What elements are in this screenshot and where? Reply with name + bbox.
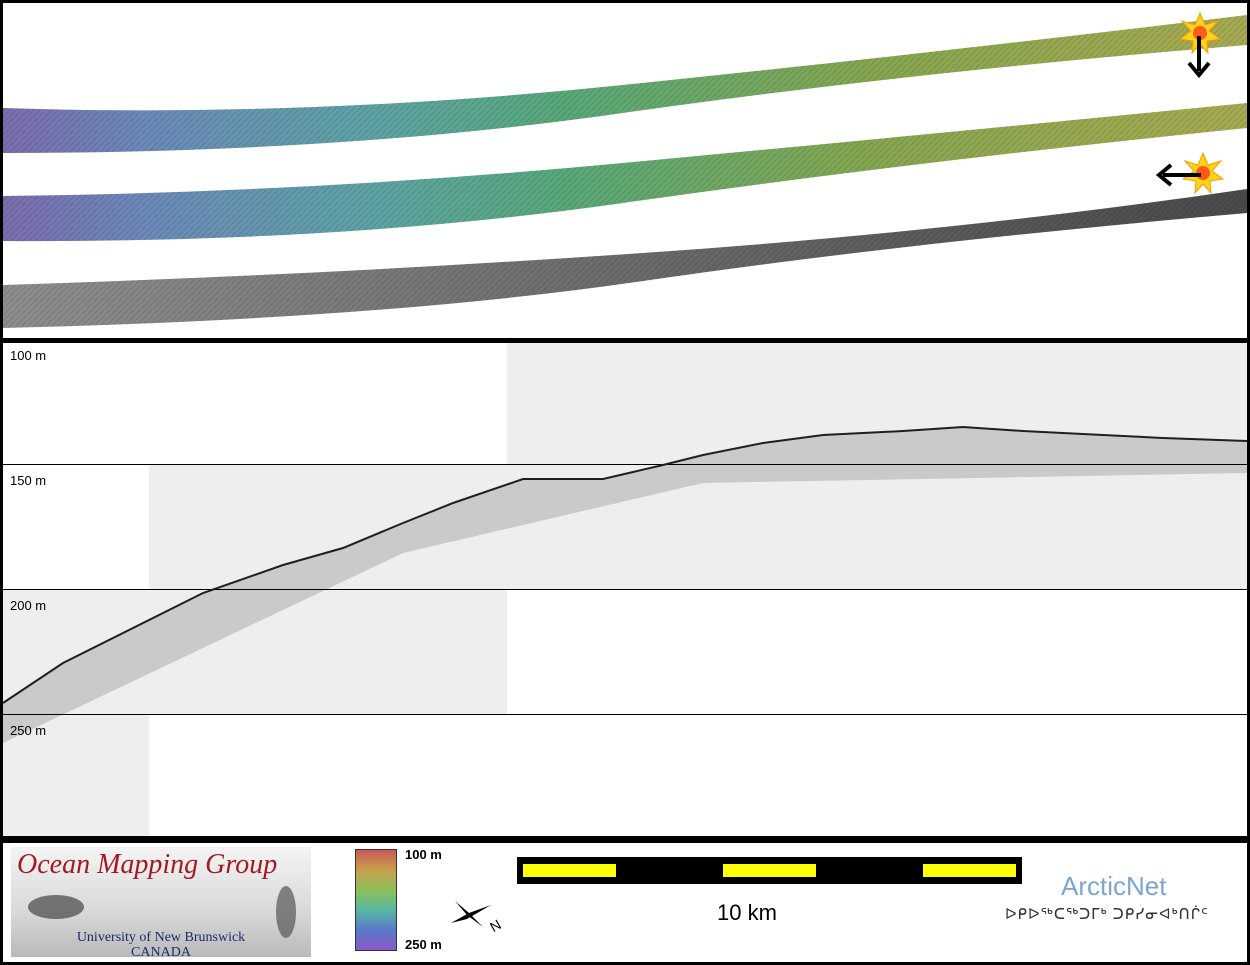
arrow-left-icon (1155, 163, 1201, 187)
depth-colorbar (355, 849, 397, 951)
scale-segment (923, 864, 1016, 877)
logo-subtitle: University of New Brunswick CANADA (11, 930, 311, 957)
backscatter-swath (3, 189, 1247, 328)
depth-label-150: 150 m (10, 473, 47, 488)
seafloor-trace (3, 425, 1247, 743)
north-arrow-icon: N (451, 901, 504, 935)
scale-bar (517, 857, 1022, 884)
colorbar-top-label: 100 m (405, 847, 442, 862)
colorbar-bottom-label: 250 m (405, 937, 442, 952)
subbottom-profile-panel: 100 m 150 m 200 m 250 m (3, 343, 1247, 836)
logo-country: CANADA (131, 945, 191, 957)
legend-panel: Ocean Mapping Group University of New Br… (3, 843, 1247, 962)
logo-university: University of New Brunswick (76, 930, 246, 945)
bathymetry-swath-1 (3, 15, 1247, 153)
profile-section-2 (149, 465, 1247, 590)
depth-gridline (3, 464, 1247, 465)
arrow-down-icon (1187, 36, 1211, 79)
profile-section-3 (3, 590, 507, 715)
scale-label: 10 km (717, 900, 777, 925)
scale-segment (523, 864, 616, 877)
seafloor-relief-icon (28, 886, 296, 938)
swath-map (3, 11, 1247, 328)
profile-section-1 (507, 343, 1247, 465)
depth-label-100: 100 m (10, 348, 47, 363)
bathymetry-swath-2 (3, 103, 1247, 242)
depth-label-200: 200 m (10, 598, 47, 613)
depth-gridline (3, 714, 1247, 715)
north-label: N (487, 916, 504, 935)
depth-gridline (3, 589, 1247, 590)
swath-panel (3, 3, 1247, 338)
depth-label-250: 250 m (10, 723, 47, 738)
arcticnet-logo: ArcticNet (1061, 871, 1167, 901)
scale-segment (723, 864, 816, 877)
profile-section-4 (3, 715, 149, 836)
arcticnet-syllabics: ᐅᑭᐅᖅᑕᖅᑐᒥᒃ ᑐᑭᓯᓂᐊᒃᑎᒌᑦ (1005, 906, 1209, 923)
logo-title: Ocean Mapping Group (17, 849, 278, 880)
ocean-mapping-group-logo: Ocean Mapping Group University of New Br… (11, 847, 311, 957)
